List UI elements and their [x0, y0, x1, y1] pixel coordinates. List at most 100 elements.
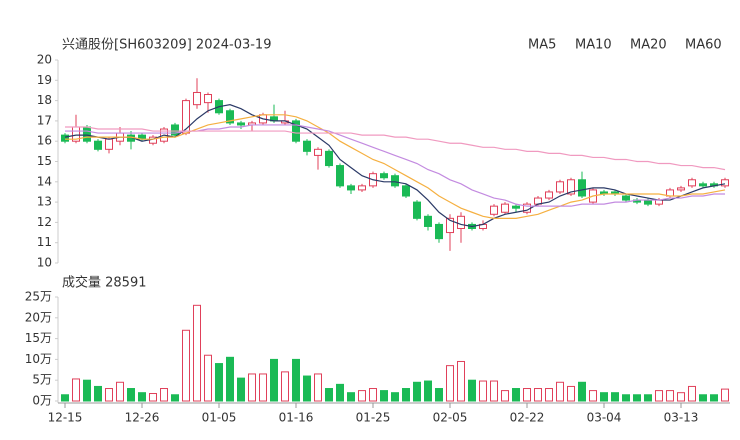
candle-body — [193, 91, 201, 106]
candle-body — [512, 205, 520, 209]
legend-label: MA5 — [528, 38, 556, 53]
volume-bar — [248, 373, 256, 402]
volume-bar — [116, 381, 124, 402]
candle-body — [380, 173, 388, 179]
volume-bar — [369, 388, 377, 402]
volume-bar — [215, 363, 223, 402]
volume-bar — [468, 379, 476, 402]
volume-bar — [512, 388, 520, 402]
chart-title: 兴通股份[SH603209] 2024-03-19 — [62, 38, 271, 53]
volume-bar — [600, 392, 608, 402]
volume-bar — [270, 358, 278, 402]
y-tick-label: 19 — [37, 73, 52, 87]
candle-body — [721, 179, 729, 187]
candle-body — [391, 175, 399, 187]
candle-body — [336, 165, 344, 187]
volume-bar — [589, 390, 597, 402]
y-tick-label: 14 — [37, 174, 52, 188]
candle-body — [237, 122, 245, 126]
candle-body — [622, 195, 630, 201]
volume-bar — [545, 388, 553, 402]
candle-body — [567, 179, 575, 195]
candle-body — [204, 94, 212, 104]
volume-bar — [193, 304, 201, 402]
volume-bar — [325, 388, 333, 402]
volume-bar — [402, 388, 410, 402]
candle-body — [490, 205, 498, 215]
y-tick-label: 11 — [37, 235, 52, 249]
volume-bar — [688, 385, 696, 402]
candle-body — [578, 179, 586, 197]
candle-body — [545, 191, 553, 199]
volume-bar — [446, 365, 454, 402]
volume-bar — [171, 394, 179, 402]
volume-label: 成交量 28591 — [62, 275, 147, 291]
volume-bar — [677, 392, 685, 402]
volume-bar — [424, 380, 432, 402]
volume-tick-label: 15万 — [25, 331, 52, 345]
y-tick-label: 13 — [37, 195, 52, 209]
volume-bar — [611, 392, 619, 402]
volume-bar — [105, 388, 113, 402]
candle-body — [501, 203, 509, 213]
volume-bar — [292, 358, 300, 402]
y-tick-label: 12 — [37, 215, 52, 229]
y-tick-label: 16 — [37, 134, 52, 148]
x-tick-label: 01-16 — [279, 411, 314, 425]
x-tick-label: 01-25 — [356, 411, 391, 425]
y-tick-label: 15 — [37, 154, 52, 168]
candle-body — [171, 124, 179, 136]
candle-body — [105, 138, 113, 150]
volume-bar — [127, 388, 135, 402]
candle-body — [61, 134, 69, 142]
candle-body — [457, 215, 465, 229]
x-tick-label: 03-04 — [587, 411, 622, 425]
volume-bar — [204, 354, 212, 402]
y-tick-label: 18 — [37, 93, 52, 107]
volume-bar — [83, 379, 91, 402]
volume-tick-label: 5万 — [32, 373, 52, 387]
candle-body — [556, 181, 564, 193]
candle-body — [226, 110, 234, 124]
volume-bar — [435, 388, 443, 402]
volume-bar — [391, 392, 399, 402]
candle-body — [358, 185, 366, 191]
volume-bar — [644, 394, 652, 402]
volume-bar — [523, 388, 531, 402]
volume-bar — [336, 383, 344, 402]
candle-body — [413, 201, 421, 219]
candle-body — [94, 140, 102, 150]
volume-bar — [358, 390, 366, 402]
candle-body — [325, 150, 333, 167]
volume-bar — [633, 394, 641, 402]
candle-body — [314, 148, 322, 156]
volume-bar — [490, 380, 498, 402]
candle-body — [402, 185, 410, 197]
volume-bar — [61, 394, 69, 402]
ma-line — [65, 114, 726, 219]
x-tick-label: 12-15 — [48, 411, 83, 425]
volume-bar — [160, 388, 168, 402]
volume-bar — [655, 390, 663, 402]
candle-body — [424, 215, 432, 227]
volume-bar — [699, 394, 707, 402]
x-tick-label: 12-26 — [125, 411, 160, 425]
volume-tick-label: 25万 — [25, 290, 52, 304]
candle-body — [347, 185, 355, 191]
volume-bar — [622, 394, 630, 402]
y-tick-label: 17 — [37, 113, 52, 127]
volume-bar — [567, 385, 575, 402]
volume-bar — [556, 381, 564, 402]
volume-bar — [413, 381, 421, 402]
volume-bar — [534, 388, 542, 402]
volume-tick-label: 0万 — [32, 394, 52, 408]
candle-body — [655, 199, 663, 205]
volume-bar — [138, 392, 146, 402]
volume-bar — [94, 385, 102, 402]
volume-bar — [479, 380, 487, 402]
y-tick-label: 20 — [37, 53, 52, 67]
volume-bar — [149, 393, 157, 402]
volume-bar — [237, 377, 245, 402]
legend-label: MA60 — [685, 38, 722, 53]
